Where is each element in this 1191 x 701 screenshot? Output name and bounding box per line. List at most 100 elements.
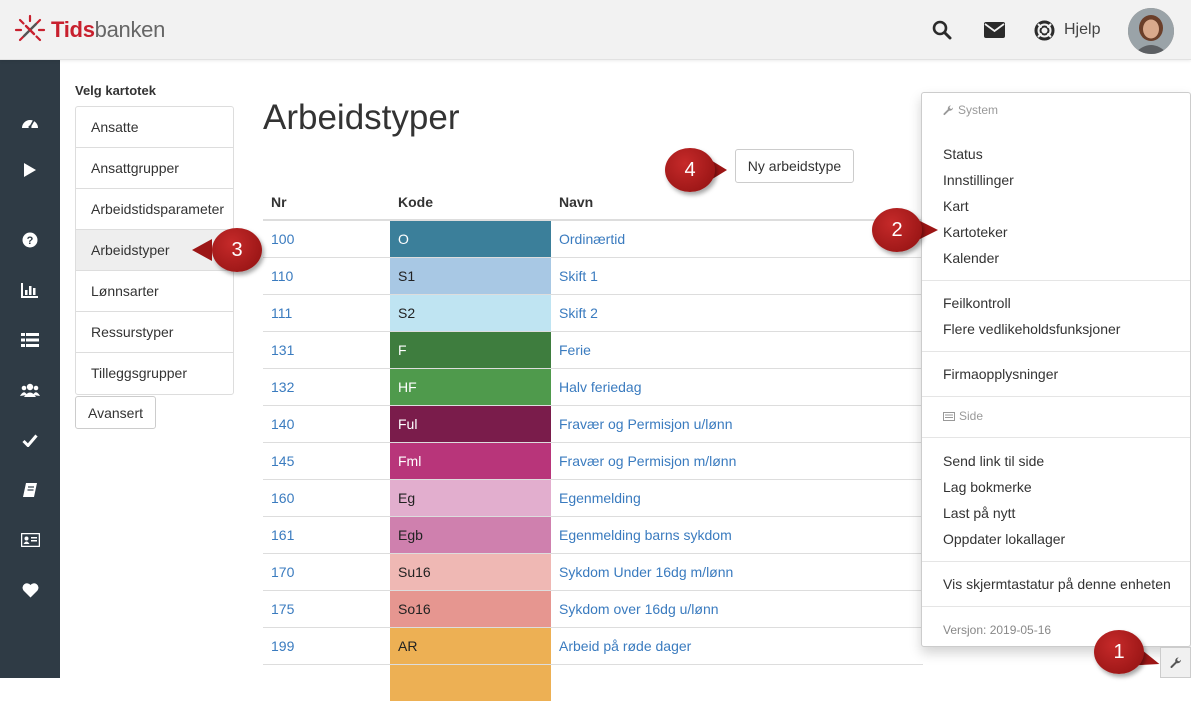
menu-item-kart[interactable]: Kart	[943, 198, 969, 214]
list-icon[interactable]	[20, 330, 40, 350]
logo-mark-icon	[14, 14, 46, 42]
table-row[interactable]: 161 Egb Egenmelding barns sykdom	[263, 515, 923, 553]
cell-navn[interactable]: Egenmelding barns sykdom	[551, 515, 923, 553]
cell-nr[interactable]: 170	[263, 552, 390, 590]
table-row[interactable]: 131 F Ferie	[263, 330, 923, 368]
cell-kode: So16	[390, 589, 551, 627]
table-row[interactable]: 111 S2 Skift 2	[263, 293, 923, 331]
cell-navn[interactable]: Fravær og Permisjon m/lønn	[551, 441, 923, 479]
table-row[interactable]: 175 So16 Sykdom over 16dg u/lønn	[263, 589, 923, 627]
cell-navn[interactable]: Ordinærtid	[551, 219, 923, 257]
cell-nr[interactable]: 160	[263, 478, 390, 516]
cell-navn[interactable]: Sykdom over 16dg u/lønn	[551, 589, 923, 627]
menu-item-bokmerke[interactable]: Lag bokmerke	[943, 479, 1032, 495]
check-icon[interactable]	[20, 430, 40, 450]
cell-nr[interactable]: 111	[263, 293, 390, 331]
table-row[interactable]: 100 O Ordinærtid	[263, 219, 923, 257]
table-row[interactable]: 132 HF Halv feriedag	[263, 367, 923, 405]
cell-nr[interactable]: 110	[263, 256, 390, 294]
cell-kode: O	[390, 219, 551, 257]
kartotek-item-ansattgrupper[interactable]: Ansattgrupper	[76, 148, 233, 189]
menu-item-firmaopplysninger[interactable]: Firmaopplysninger	[943, 366, 1059, 382]
table-header-row: Nr Kode Navn	[263, 184, 923, 221]
kartotek-item-lonnsarter[interactable]: Lønnsarter	[76, 271, 233, 312]
question-icon[interactable]: ?	[20, 230, 40, 250]
lifebuoy-icon[interactable]	[1033, 19, 1055, 41]
advanced-button[interactable]: Avansert	[75, 396, 156, 429]
column-header-navn[interactable]: Navn	[551, 184, 923, 221]
kartotek-title: Velg kartotek	[75, 83, 156, 98]
table-row[interactable]: 140 Ful Fravær og Permisjon u/lønn	[263, 404, 923, 442]
table-row[interactable]: 110 S1 Skift 1	[263, 256, 923, 294]
cell-navn[interactable]: Ferie	[551, 330, 923, 368]
page-title: Arbeidstyper	[263, 98, 460, 137]
table-row[interactable]: 199 AR Arbeid på røde dager	[263, 626, 923, 664]
kartotek-item-ansatte[interactable]: Ansatte	[76, 107, 233, 148]
cell-nr[interactable]: 131	[263, 330, 390, 368]
cell-kode: F	[390, 330, 551, 368]
menu-item-last-pa-nytt[interactable]: Last på nytt	[943, 505, 1016, 521]
cell-navn[interactable]: Arbeid på røde dager	[551, 626, 923, 664]
cell-navn[interactable]: Skift 1	[551, 256, 923, 294]
heart-icon[interactable]	[20, 580, 40, 600]
cell-navn[interactable]: Sykdom Under 16dg m/lønn	[551, 552, 923, 590]
help-link[interactable]: Hjelp	[1064, 21, 1101, 38]
menu-item-skjermtastatur[interactable]: Vis skjermtastatur på denne enheten	[943, 576, 1171, 592]
cell-navn[interactable]: Skift 2	[551, 293, 923, 331]
avatar[interactable]	[1128, 8, 1174, 54]
bar-chart-icon[interactable]	[20, 280, 40, 300]
logo[interactable]: Tidsbanken	[14, 14, 165, 46]
table-row[interactable]: 145 Fml Fravær og Permisjon m/lønn	[263, 441, 923, 479]
cell-kode: Su16	[390, 552, 551, 590]
side-navigation: ?	[0, 60, 60, 678]
menu-item-vedlikehold[interactable]: Flere vedlikeholdsfunksjoner	[943, 321, 1121, 337]
cell-nr[interactable]: 161	[263, 515, 390, 553]
wrench-icon	[943, 104, 954, 115]
menu-item-kartoteker[interactable]: Kartoteker	[943, 224, 1008, 240]
cell-kode: Ful	[390, 404, 551, 442]
menu-item-status[interactable]: Status	[943, 146, 983, 162]
table-row[interactable]: 160 Eg Egenmelding	[263, 478, 923, 516]
menu-divider	[922, 561, 1190, 562]
id-card-icon[interactable]	[20, 530, 40, 550]
new-worktype-button[interactable]: Ny arbeidstype	[735, 149, 854, 183]
kartotek-item-arbeidstidsparameter[interactable]: Arbeidstidsparameter	[76, 189, 233, 230]
logo-text: Tidsbanken	[51, 17, 166, 42]
dashboard-icon[interactable]	[20, 112, 40, 132]
table-row[interactable]	[263, 663, 923, 701]
table-row[interactable]: 170 Su16 Sykdom Under 16dg m/lønn	[263, 552, 923, 590]
cell-nr[interactable]: 145	[263, 441, 390, 479]
cell-navn[interactable]: Fravær og Permisjon u/lønn	[551, 404, 923, 442]
menu-item-feilkontroll[interactable]: Feilkontroll	[943, 295, 1011, 311]
book-icon[interactable]	[20, 480, 40, 500]
column-header-kode[interactable]: Kode	[390, 184, 551, 221]
cell-nr[interactable]: 140	[263, 404, 390, 442]
cell-nr[interactable]: 175	[263, 589, 390, 627]
column-header-nr[interactable]: Nr	[263, 184, 390, 221]
settings-toggle-button[interactable]	[1160, 647, 1191, 678]
cell-kode: AR	[390, 626, 551, 664]
cell-kode: S2	[390, 293, 551, 331]
users-icon[interactable]	[20, 380, 40, 400]
play-icon[interactable]	[20, 160, 40, 180]
cell-navn[interactable]: Egenmelding	[551, 478, 923, 516]
cell-navn[interactable]: Halv feriedag	[551, 367, 923, 405]
menu-item-send-link[interactable]: Send link til side	[943, 453, 1045, 469]
menu-item-oppdater-lokallager[interactable]: Oppdater lokallager	[943, 531, 1066, 547]
menu-item-innstillinger[interactable]: Innstillinger	[943, 172, 1014, 188]
mail-icon[interactable]	[983, 19, 1005, 41]
top-bar: Tidsbanken Hjelp	[0, 0, 1191, 60]
kartotek-item-tilleggsgrupper[interactable]: Tilleggsgrupper	[91, 365, 187, 381]
menu-header-system: System	[943, 103, 998, 117]
cell-nr[interactable]	[263, 663, 390, 701]
cell-nr[interactable]: 199	[263, 626, 390, 664]
menu-item-kalender[interactable]: Kalender	[943, 250, 1000, 266]
cell-nr[interactable]: 100	[263, 219, 390, 257]
cell-navn[interactable]	[551, 663, 923, 701]
page-icon	[943, 411, 955, 421]
kartotek-item-ressurstyper[interactable]: Ressurstyper	[76, 312, 233, 353]
menu-divider	[922, 606, 1190, 607]
cell-kode: HF	[390, 367, 551, 405]
search-icon[interactable]	[931, 19, 953, 41]
cell-nr[interactable]: 132	[263, 367, 390, 405]
